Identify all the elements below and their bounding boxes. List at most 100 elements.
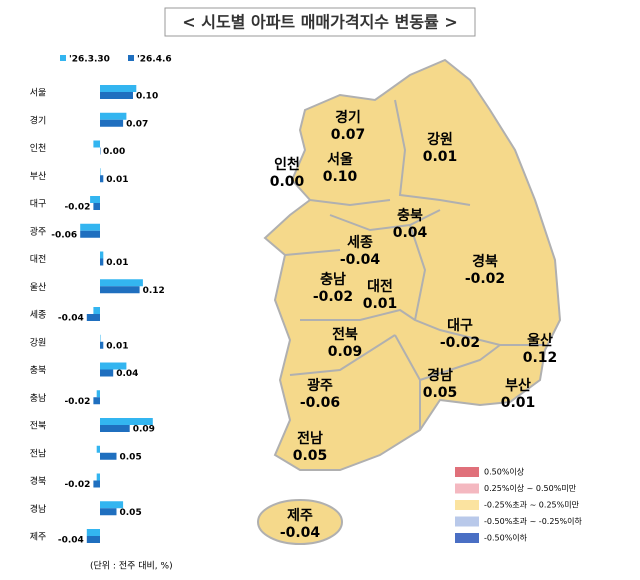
category-label: 서울 [30,88,47,99]
value-label: -0.02 [64,203,90,213]
category-label: 세종 [30,310,47,321]
bar [100,425,130,432]
value-label: -0.04 [58,314,84,324]
map-region-name: 전남 [297,430,323,447]
map-legend-label: 0.25%이상 ~ 0.50%미만 [484,483,577,493]
value-label: 0.07 [126,119,148,129]
map-legend-label: -0.50%이하 [484,533,528,543]
legend-label: '26.3.30 [69,55,110,65]
bar [93,307,100,314]
map-region-name: 경북 [472,253,498,270]
bar [100,362,127,370]
bar [100,175,104,183]
map-region-value: 0.01 [423,149,458,165]
map-region-name: 강원 [427,131,453,148]
bar [86,314,100,321]
legend-swatch [128,55,134,61]
map-region-value: 0.05 [423,385,458,401]
map-region-name: 경기 [335,109,361,126]
map-region-value: -0.06 [300,395,340,411]
map-region-name: 대전 [367,278,393,295]
map-region-value: -0.04 [340,252,381,268]
bar [100,168,101,176]
bar [100,258,104,266]
bar [100,251,104,259]
map-region-name: 경남 [427,367,453,384]
map-region-name: 제주 [287,508,313,524]
bar [96,473,100,481]
bar [80,230,100,238]
map-region-name: 충북 [397,208,423,224]
map-region-value: 0.01 [363,296,398,312]
category-label: 충남 [30,393,47,404]
value-label: 0.09 [133,425,155,435]
value-label: 0.04 [116,369,138,379]
bar [100,418,153,425]
bar [93,397,100,405]
bar [93,203,100,210]
value-label: -0.04 [58,536,84,546]
map-region-value: 0.01 [501,395,536,411]
bar [96,445,100,453]
category-label: 전남 [30,448,47,459]
map-region-name: 인천 [274,156,300,173]
value-label: 0.12 [143,286,165,296]
bar [100,112,127,120]
category-label: 대전 [30,254,47,265]
category-label: 부산 [30,171,47,182]
bar [90,196,100,203]
bar [100,334,101,342]
bar [80,223,100,231]
unit-note: (단위 : 전주 대비, %) [90,561,173,572]
legend-swatch [60,55,66,61]
map-region-name: 대구 [447,318,473,334]
map-region-value: 0.07 [331,127,366,143]
value-label: 0.01 [106,341,128,351]
legend-label: '26.4.6 [137,55,172,65]
bar [100,369,114,377]
category-label: 인천 [30,143,47,154]
map-region-value: -0.02 [440,335,480,351]
map-region-value: 0.09 [328,344,363,360]
map-legend-label: -0.50%초과 ~ -0.25%이하 [484,516,582,526]
bar [86,536,100,543]
category-label: 광주 [30,225,47,237]
map-legend-label: -0.25%초과 ~ 0.25%미만 [484,501,580,510]
value-label: 0.05 [120,508,142,518]
bar [93,480,100,488]
value-label: -0.06 [51,230,77,240]
map-region-name: 서울 [327,151,353,168]
value-label: 0.05 [120,452,142,462]
value-label: 0.01 [106,258,128,268]
category-label: 경기 [30,114,47,126]
category-label: 경북 [30,475,47,487]
category-label: 전북 [30,421,47,432]
boundaries [284,99,545,430]
map-region-value: 0.12 [523,350,558,366]
map-region-name: 울산 [527,332,553,349]
title-box [164,7,476,37]
map-legend-label: 0.50%이상 [484,467,525,477]
category-label: 울산 [30,282,47,293]
bar [100,92,133,99]
bar [100,501,124,509]
map-region-value: 0.05 [293,448,328,464]
bar [100,147,101,155]
map-legend-swatch [455,516,479,527]
bar [100,508,117,516]
bar [100,85,137,92]
map-region-name: 전북 [332,326,358,343]
bar [100,279,143,287]
bar [86,529,100,536]
jeju [257,499,343,545]
bar [96,390,100,398]
map-legend-swatch [455,483,479,494]
category-label: 충북 [30,365,47,376]
bar [100,341,104,349]
map-region-name: 부산 [505,377,531,394]
map-region-value: -0.02 [313,289,353,305]
value-label: -0.02 [64,480,90,490]
bar [100,119,124,127]
title: < 시도별 아파트 매매가격지수 변동률 > [182,13,457,32]
